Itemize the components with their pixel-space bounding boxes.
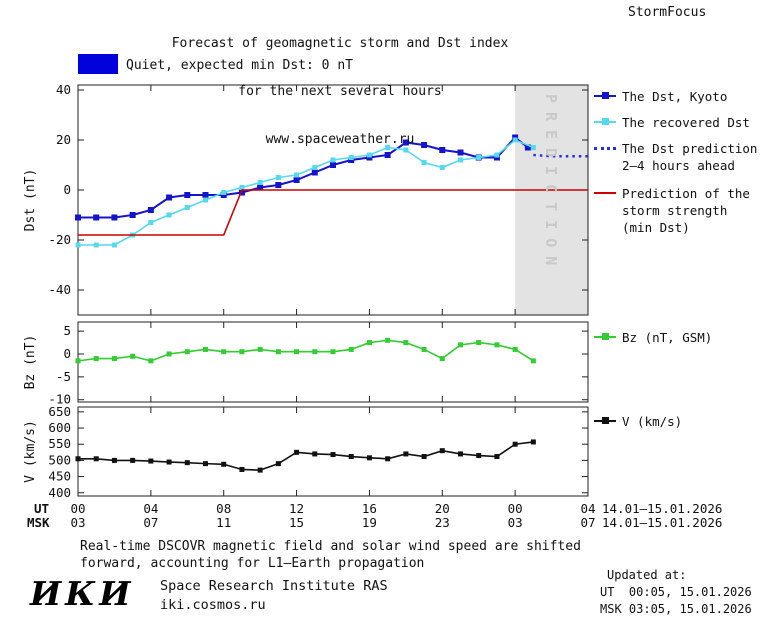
prediction-band-label: PREDICTION xyxy=(542,94,560,275)
legend-label-bz: Bz (nT, GSM) xyxy=(622,330,713,345)
legend-label-dst-prediction: The Dst prediction 2–4 hours ahead xyxy=(622,140,757,174)
svg-text:0: 0 xyxy=(63,346,71,361)
svg-text:500: 500 xyxy=(48,452,71,467)
footnote-line1: Real-time DSCOVR magnetic field and sola… xyxy=(80,539,581,554)
svg-text:650: 650 xyxy=(48,404,71,419)
legend-item-v: V (km/s) xyxy=(594,413,760,430)
storm-level-indicator xyxy=(78,54,118,74)
svg-text:15: 15 xyxy=(289,515,304,530)
legend-label-storm-strength: Prediction of the storm strength (min Ds… xyxy=(622,185,750,236)
bz-marker xyxy=(594,333,616,340)
storm-strength-marker xyxy=(594,192,616,194)
stormfocus-brand: StormFocus xyxy=(628,5,707,20)
legend-label-dst-prediction-line2: 2–4 hours ahead xyxy=(622,158,735,173)
footnote-line2: forward, accounting for L1–Earth propaga… xyxy=(80,556,425,571)
dst-prediction-marker xyxy=(594,147,616,150)
svg-text:-40: -40 xyxy=(48,282,71,297)
v-marker xyxy=(594,417,616,424)
recovered-dst-marker xyxy=(594,118,616,125)
svg-text:04: 04 xyxy=(580,501,595,516)
svg-text:20: 20 xyxy=(56,132,71,147)
svg-text:00: 00 xyxy=(70,501,85,516)
legend-label-dst-prediction-line1: The Dst prediction xyxy=(622,141,758,156)
svg-text:03: 03 xyxy=(70,515,85,530)
svg-text:00: 00 xyxy=(508,501,523,516)
institute-site: iki.cosmos.ru xyxy=(160,597,266,613)
svg-text:03: 03 xyxy=(508,515,523,530)
svg-text:-5: -5 xyxy=(56,369,71,384)
svg-text:40: 40 xyxy=(56,82,71,97)
legend-item-dst-kyoto: The Dst, Kyoto xyxy=(594,88,760,105)
svg-text:07: 07 xyxy=(143,515,158,530)
title-line-2: for the next several hours xyxy=(238,84,442,99)
chart-canvas: #chart-svg text{font-family:"DejaVu Sans… xyxy=(23,82,596,530)
svg-text:Dst (nT): Dst (nT) xyxy=(23,169,38,232)
dst-kyoto-marker-square xyxy=(601,92,609,99)
dst-kyoto-marker xyxy=(594,92,616,99)
legend-label-storm-strength-line2: storm strength xyxy=(622,203,728,218)
legend-label-storm-strength-line3: (min Dst) xyxy=(622,220,690,235)
svg-text:16: 16 xyxy=(362,501,377,516)
svg-text:Bz (nT): Bz (nT) xyxy=(23,335,38,390)
date-range-ut: 14.01–15.01.2026 xyxy=(602,501,723,516)
legend-item-storm-strength: Prediction of the storm strength (min Ds… xyxy=(594,185,760,236)
bz-marker-square xyxy=(601,333,609,340)
svg-text:19: 19 xyxy=(362,515,377,530)
svg-text:04: 04 xyxy=(143,501,158,516)
svg-text:20: 20 xyxy=(435,501,450,516)
legend-label-recovered-dst: The recovered Dst xyxy=(622,115,750,130)
legend-item-bz: Bz (nT, GSM) xyxy=(594,329,760,346)
title-line-1: Forecast of geomagnetic storm and Dst in… xyxy=(171,36,509,51)
svg-text:-20: -20 xyxy=(48,232,71,247)
legend-label-dst-kyoto: The Dst, Kyoto xyxy=(622,89,728,104)
recovered-dst-marker-square xyxy=(601,118,609,125)
svg-text:07: 07 xyxy=(580,515,595,530)
v-marker-square xyxy=(601,417,609,424)
iki-logo: ИКИ xyxy=(30,574,135,613)
svg-text:0: 0 xyxy=(63,182,71,197)
svg-text:08: 08 xyxy=(216,501,231,516)
updated-at-label: Updated at: xyxy=(607,568,687,582)
svg-text:450: 450 xyxy=(48,469,71,484)
svg-text:5: 5 xyxy=(63,323,71,338)
msk-row-label: MSK xyxy=(27,515,50,530)
storm-level-label: Quiet, expected min Dst: 0 nT xyxy=(126,58,353,73)
site-url: www.spaceweather.ru xyxy=(265,132,415,147)
chart-title-block: Forecast of geomagnetic storm and Dst in… xyxy=(80,4,600,180)
updated-msk: MSK 03:05, 15.01.2026 xyxy=(600,602,752,616)
legend-item-recovered-dst: The recovered Dst xyxy=(594,114,760,131)
institute-name: Space Research Institute RAS xyxy=(160,578,388,594)
svg-text:23: 23 xyxy=(435,515,450,530)
svg-text:550: 550 xyxy=(48,436,71,451)
updated-ut: UT 00:05, 15.01.2026 xyxy=(600,585,752,599)
svg-text:400: 400 xyxy=(48,485,71,500)
legend-label-v: V (km/s) xyxy=(622,414,683,429)
legend-item-dst-prediction: The Dst prediction 2–4 hours ahead xyxy=(594,140,760,174)
svg-text:11: 11 xyxy=(216,515,231,530)
svg-text:600: 600 xyxy=(48,420,71,435)
ut-row-label: UT xyxy=(34,501,50,516)
svg-text:12: 12 xyxy=(289,501,304,516)
svg-text:-10: -10 xyxy=(48,392,71,407)
svg-text:V (km/s): V (km/s) xyxy=(23,420,38,483)
legend-label-storm-strength-line1: Prediction of the xyxy=(622,186,750,201)
date-range-msk: 14.01–15.01.2026 xyxy=(602,515,723,530)
